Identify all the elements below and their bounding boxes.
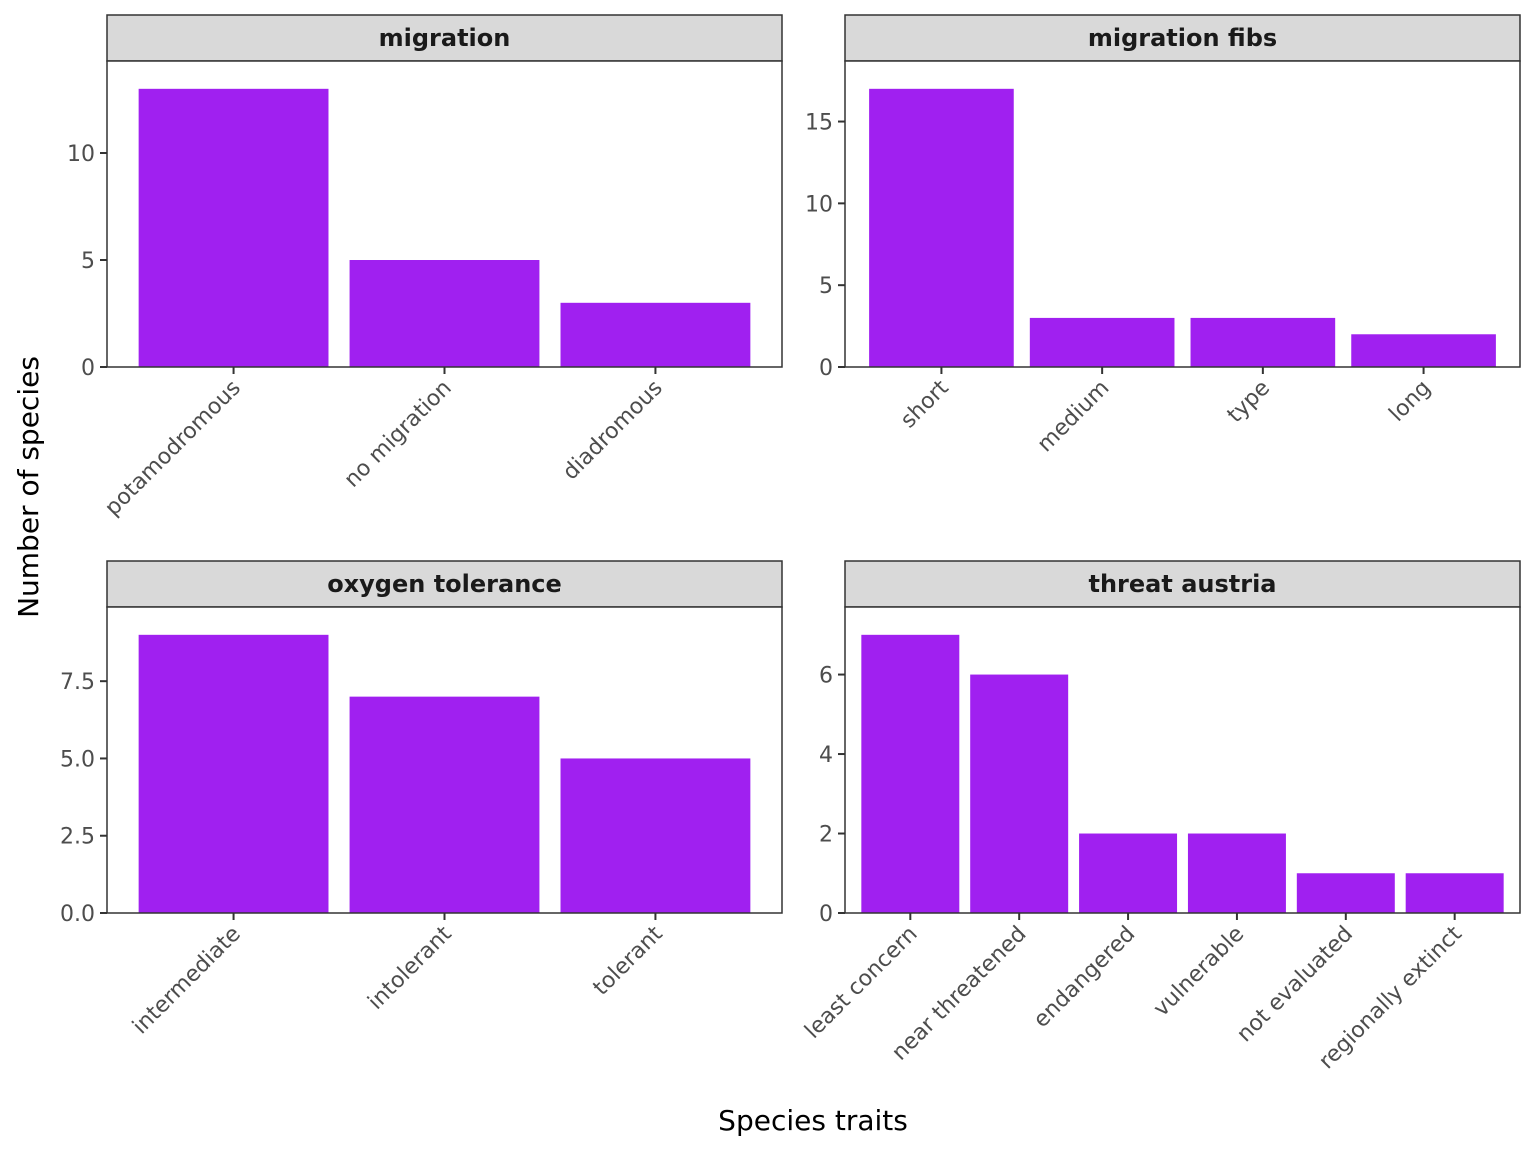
x-tick-label: vulnerable (1149, 922, 1249, 1022)
facet-title: threat austria (1089, 570, 1277, 598)
facet-title: migration fibs (1088, 24, 1277, 52)
panel-border (844, 606, 1521, 914)
y-tick-label: 7.5 (60, 670, 95, 695)
y-tick-label: 0.0 (60, 902, 95, 927)
x-tick-label: medium (1033, 376, 1115, 458)
x-tick-label: intermediate (128, 922, 246, 1040)
bar-migration-0 (138, 88, 329, 368)
y-tick-label: 5 (819, 274, 833, 299)
bar-threat-austria-4 (1296, 873, 1395, 913)
bar-threat-austria-1 (970, 674, 1069, 913)
panel-border (106, 606, 783, 914)
bar-threat-austria-5 (1405, 873, 1504, 913)
bar-migration-fibs-0 (869, 88, 1014, 368)
facet-title: oxygen tolerance (327, 570, 562, 598)
bar-oxygen-tolerance-1 (349, 696, 540, 913)
x-tick-label: potamodromous (100, 376, 245, 521)
x-axis-title: Species traits (718, 1104, 908, 1137)
x-tick-label: type (1223, 376, 1275, 428)
bar-threat-austria-0 (861, 634, 960, 913)
bar-oxygen-tolerance-0 (138, 634, 329, 913)
bar-migration-fibs-1 (1029, 317, 1175, 367)
facet-strip-oxygen-tolerance (106, 560, 783, 608)
bar-migration-fibs-2 (1190, 317, 1336, 367)
y-tick-label: 10 (805, 192, 833, 217)
x-tick-label: least concern (800, 922, 922, 1044)
y-axis-title: Number of species (12, 356, 45, 618)
facet-title: migration (379, 24, 511, 52)
panel-border (106, 60, 783, 368)
facet-strip-migration-fibs (844, 14, 1521, 62)
bar-threat-austria-2 (1079, 833, 1178, 913)
x-tick-label: intolerant (363, 921, 457, 1015)
bar-migration-1 (349, 260, 540, 367)
x-tick-label: short (896, 375, 954, 433)
y-tick-label: 0 (819, 902, 833, 927)
x-tick-label: long (1385, 376, 1436, 427)
bar-migration-2 (560, 302, 751, 367)
y-tick-label: 4 (819, 743, 833, 768)
x-tick-label: diadromous (558, 376, 667, 485)
y-tick-label: 2 (819, 823, 833, 848)
bar-threat-austria-3 (1187, 833, 1286, 913)
y-tick-label: 5 (81, 249, 95, 274)
y-tick-label: 6 (819, 664, 833, 689)
y-tick-label: 10 (67, 142, 95, 167)
bar-oxygen-tolerance-2 (560, 758, 751, 913)
x-tick-label: not evaluated (1232, 922, 1358, 1048)
facet-strip-migration (106, 14, 783, 62)
panel-border (844, 60, 1521, 368)
x-tick-label: tolerant (589, 921, 668, 1000)
y-tick-label: 15 (805, 111, 833, 136)
x-tick-label: endangered (1029, 922, 1140, 1033)
facet-strip-threat-austria (844, 560, 1521, 608)
y-tick-label: 2.5 (60, 825, 95, 850)
x-tick-label: no migration (340, 376, 457, 493)
y-tick-label: 0 (819, 356, 833, 381)
y-tick-label: 0 (81, 356, 95, 381)
y-tick-label: 5.0 (60, 747, 95, 772)
bar-migration-fibs-3 (1351, 334, 1496, 367)
